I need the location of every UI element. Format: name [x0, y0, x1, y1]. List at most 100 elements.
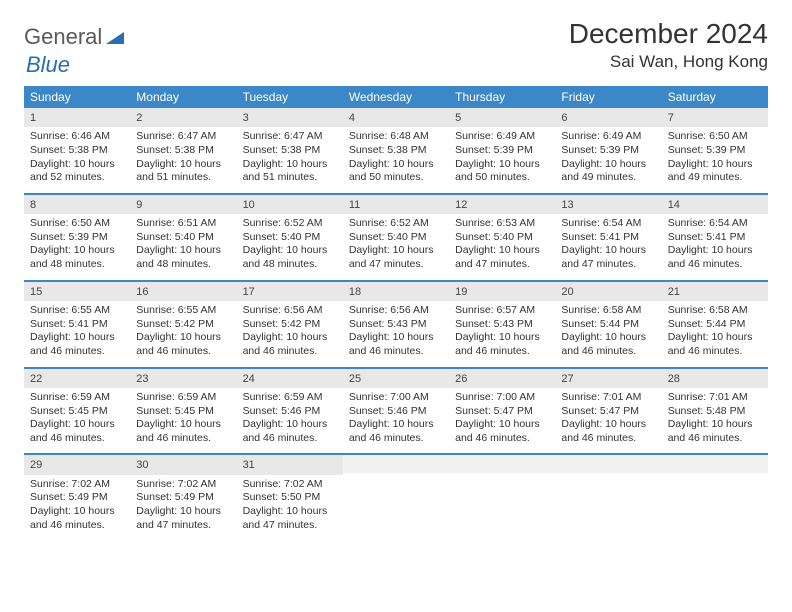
day-body: Sunrise: 6:47 AMSunset: 5:38 PMDaylight:… — [130, 127, 236, 193]
day-body: Sunrise: 6:53 AMSunset: 5:40 PMDaylight:… — [449, 214, 555, 280]
day-cell: 6Sunrise: 6:49 AMSunset: 5:39 PMDaylight… — [555, 108, 661, 194]
day-cell: 22Sunrise: 6:59 AMSunset: 5:45 PMDayligh… — [24, 368, 130, 455]
month-title: December 2024 — [569, 18, 768, 50]
sunrise-text: Sunrise: 6:48 AM — [349, 130, 443, 144]
sunrise-text: Sunrise: 7:01 AM — [668, 391, 762, 405]
sunset-text: Sunset: 5:41 PM — [561, 231, 655, 245]
day-body: Sunrise: 7:02 AMSunset: 5:49 PMDaylight:… — [24, 475, 130, 541]
sunset-text: Sunset: 5:45 PM — [30, 405, 124, 419]
day-body: Sunrise: 6:52 AMSunset: 5:40 PMDaylight:… — [343, 214, 449, 280]
day-cell: 15Sunrise: 6:55 AMSunset: 5:41 PMDayligh… — [24, 281, 130, 368]
day-number: 24 — [237, 369, 343, 388]
day-body-empty — [343, 473, 449, 523]
daylight-text: Daylight: 10 hours and 46 minutes. — [561, 418, 655, 445]
day-body: Sunrise: 6:56 AMSunset: 5:42 PMDaylight:… — [237, 301, 343, 367]
day-number: 29 — [24, 455, 130, 474]
sunset-text: Sunset: 5:44 PM — [561, 318, 655, 332]
day-cell: 24Sunrise: 6:59 AMSunset: 5:46 PMDayligh… — [237, 368, 343, 455]
day-cell: 3Sunrise: 6:47 AMSunset: 5:38 PMDaylight… — [237, 108, 343, 194]
sunset-text: Sunset: 5:39 PM — [30, 231, 124, 245]
day-body: Sunrise: 6:56 AMSunset: 5:43 PMDaylight:… — [343, 301, 449, 367]
day-cell — [662, 454, 768, 540]
day-body: Sunrise: 6:49 AMSunset: 5:39 PMDaylight:… — [449, 127, 555, 193]
daylight-text: Daylight: 10 hours and 48 minutes. — [30, 244, 124, 271]
day-number: 15 — [24, 282, 130, 301]
sunset-text: Sunset: 5:46 PM — [243, 405, 337, 419]
day-body: Sunrise: 6:59 AMSunset: 5:45 PMDaylight:… — [24, 388, 130, 454]
day-cell: 21Sunrise: 6:58 AMSunset: 5:44 PMDayligh… — [662, 281, 768, 368]
day-cell: 19Sunrise: 6:57 AMSunset: 5:43 PMDayligh… — [449, 281, 555, 368]
sunset-text: Sunset: 5:41 PM — [30, 318, 124, 332]
sunset-text: Sunset: 5:40 PM — [243, 231, 337, 245]
sunrise-text: Sunrise: 6:53 AM — [455, 217, 549, 231]
day-cell: 31Sunrise: 7:02 AMSunset: 5:50 PMDayligh… — [237, 454, 343, 540]
day-cell: 12Sunrise: 6:53 AMSunset: 5:40 PMDayligh… — [449, 194, 555, 281]
day-cell: 1Sunrise: 6:46 AMSunset: 5:38 PMDaylight… — [24, 108, 130, 194]
day-body: Sunrise: 7:00 AMSunset: 5:46 PMDaylight:… — [343, 388, 449, 454]
logo: General — [24, 18, 126, 50]
sunrise-text: Sunrise: 7:00 AM — [455, 391, 549, 405]
dow-tuesday: Tuesday — [237, 86, 343, 108]
day-number: 11 — [343, 195, 449, 214]
day-body: Sunrise: 6:59 AMSunset: 5:45 PMDaylight:… — [130, 388, 236, 454]
week-row: 1Sunrise: 6:46 AMSunset: 5:38 PMDaylight… — [24, 108, 768, 194]
day-body: Sunrise: 6:57 AMSunset: 5:43 PMDaylight:… — [449, 301, 555, 367]
daylight-text: Daylight: 10 hours and 46 minutes. — [30, 331, 124, 358]
dow-thursday: Thursday — [449, 86, 555, 108]
dow-wednesday: Wednesday — [343, 86, 449, 108]
day-body: Sunrise: 6:51 AMSunset: 5:40 PMDaylight:… — [130, 214, 236, 280]
location-label: Sai Wan, Hong Kong — [569, 52, 768, 72]
logo-triangle-icon — [106, 30, 124, 49]
day-body: Sunrise: 6:50 AMSunset: 5:39 PMDaylight:… — [662, 127, 768, 193]
day-number: 19 — [449, 282, 555, 301]
title-block: December 2024 Sai Wan, Hong Kong — [569, 18, 768, 72]
day-cell: 11Sunrise: 6:52 AMSunset: 5:40 PMDayligh… — [343, 194, 449, 281]
day-body: Sunrise: 6:47 AMSunset: 5:38 PMDaylight:… — [237, 127, 343, 193]
sunrise-text: Sunrise: 6:49 AM — [455, 130, 549, 144]
daylight-text: Daylight: 10 hours and 46 minutes. — [668, 244, 762, 271]
logo-text-blue: Blue — [26, 52, 70, 77]
daynum-empty — [555, 455, 661, 473]
dow-monday: Monday — [130, 86, 236, 108]
daylight-text: Daylight: 10 hours and 47 minutes. — [561, 244, 655, 271]
sunset-text: Sunset: 5:39 PM — [561, 144, 655, 158]
sunset-text: Sunset: 5:38 PM — [243, 144, 337, 158]
sunrise-text: Sunrise: 6:47 AM — [136, 130, 230, 144]
day-cell: 7Sunrise: 6:50 AMSunset: 5:39 PMDaylight… — [662, 108, 768, 194]
daynum-empty — [343, 455, 449, 473]
day-body: Sunrise: 6:58 AMSunset: 5:44 PMDaylight:… — [555, 301, 661, 367]
sunrise-text: Sunrise: 6:59 AM — [30, 391, 124, 405]
day-cell: 27Sunrise: 7:01 AMSunset: 5:47 PMDayligh… — [555, 368, 661, 455]
day-body: Sunrise: 6:54 AMSunset: 5:41 PMDaylight:… — [662, 214, 768, 280]
sunrise-text: Sunrise: 7:01 AM — [561, 391, 655, 405]
sunrise-text: Sunrise: 6:56 AM — [243, 304, 337, 318]
daylight-text: Daylight: 10 hours and 49 minutes. — [668, 158, 762, 185]
day-number: 1 — [24, 108, 130, 127]
day-cell: 30Sunrise: 7:02 AMSunset: 5:49 PMDayligh… — [130, 454, 236, 540]
sunset-text: Sunset: 5:50 PM — [243, 491, 337, 505]
day-body: Sunrise: 7:00 AMSunset: 5:47 PMDaylight:… — [449, 388, 555, 454]
day-cell — [449, 454, 555, 540]
daylight-text: Daylight: 10 hours and 51 minutes. — [243, 158, 337, 185]
sunset-text: Sunset: 5:43 PM — [455, 318, 549, 332]
daylight-text: Daylight: 10 hours and 46 minutes. — [455, 418, 549, 445]
sunset-text: Sunset: 5:38 PM — [136, 144, 230, 158]
day-body: Sunrise: 7:02 AMSunset: 5:49 PMDaylight:… — [130, 475, 236, 541]
sunrise-text: Sunrise: 6:52 AM — [349, 217, 443, 231]
sunset-text: Sunset: 5:47 PM — [455, 405, 549, 419]
sunrise-text: Sunrise: 6:50 AM — [668, 130, 762, 144]
daylight-text: Daylight: 10 hours and 48 minutes. — [136, 244, 230, 271]
day-number: 12 — [449, 195, 555, 214]
day-cell — [555, 454, 661, 540]
day-number: 23 — [130, 369, 236, 388]
sunset-text: Sunset: 5:43 PM — [349, 318, 443, 332]
sunrise-text: Sunrise: 7:02 AM — [243, 478, 337, 492]
sunset-text: Sunset: 5:46 PM — [349, 405, 443, 419]
daylight-text: Daylight: 10 hours and 46 minutes. — [30, 505, 124, 532]
daylight-text: Daylight: 10 hours and 46 minutes. — [668, 331, 762, 358]
week-row: 29Sunrise: 7:02 AMSunset: 5:49 PMDayligh… — [24, 454, 768, 540]
daylight-text: Daylight: 10 hours and 46 minutes. — [136, 418, 230, 445]
daylight-text: Daylight: 10 hours and 46 minutes. — [668, 418, 762, 445]
day-number: 21 — [662, 282, 768, 301]
sunrise-text: Sunrise: 6:46 AM — [30, 130, 124, 144]
